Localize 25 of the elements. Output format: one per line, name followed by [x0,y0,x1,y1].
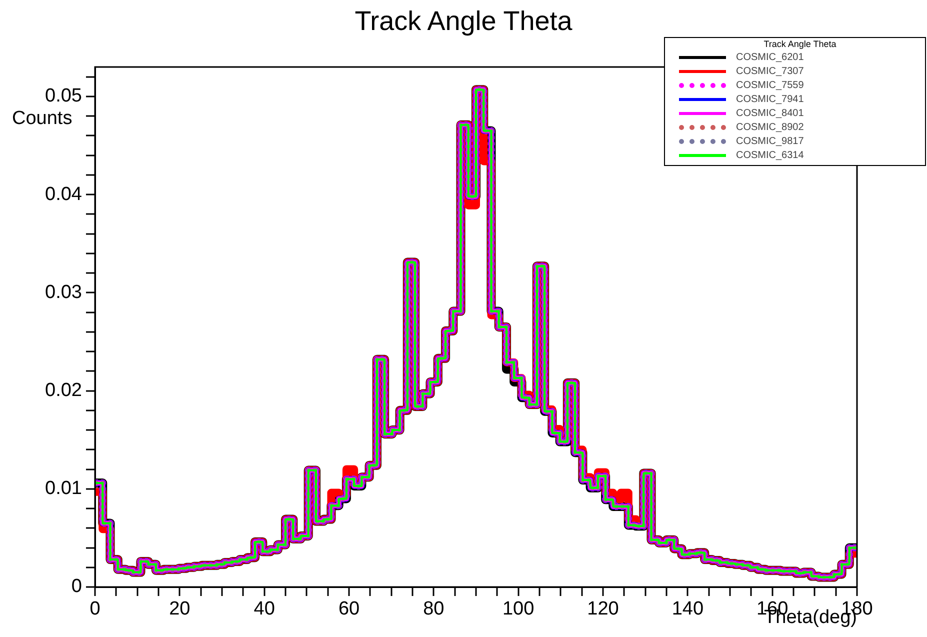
y-axis-title: Counts [12,108,72,130]
x-tick-label: 0 [90,598,100,620]
legend-label: COSMIC_7941 [736,94,804,104]
legend-label: COSMIC_8902 [736,122,804,132]
y-tick-label: 0.01 [45,478,82,500]
legend-label: COSMIC_7307 [736,66,804,76]
x-tick-label: 100 [502,598,534,620]
y-tick-label: 0 [71,576,82,598]
legend-label: COSMIC_6314 [736,150,804,160]
y-tick-label: 0.03 [45,282,82,303]
y-tick-label: 0.05 [45,86,82,107]
x-tick-label: 140 [672,598,704,620]
legend-label: COSMIC_9817 [736,136,804,146]
legend-label: COSMIC_6201 [736,52,804,62]
x-tick-label: 20 [169,598,190,620]
y-tick-label: 0.04 [45,184,82,205]
x-tick-label: 80 [423,598,444,620]
legend-title: Track Angle Theta [762,39,838,49]
x-tick-label: 60 [338,598,360,620]
x-tick-label: 40 [254,598,275,620]
chart-title: Track Angle Theta [354,6,574,37]
y-tick-label: 0.02 [45,380,82,402]
x-tick-label: 120 [587,598,619,620]
legend-label: COSMIC_8401 [736,108,804,118]
legend-label: COSMIC_7559 [736,80,804,90]
